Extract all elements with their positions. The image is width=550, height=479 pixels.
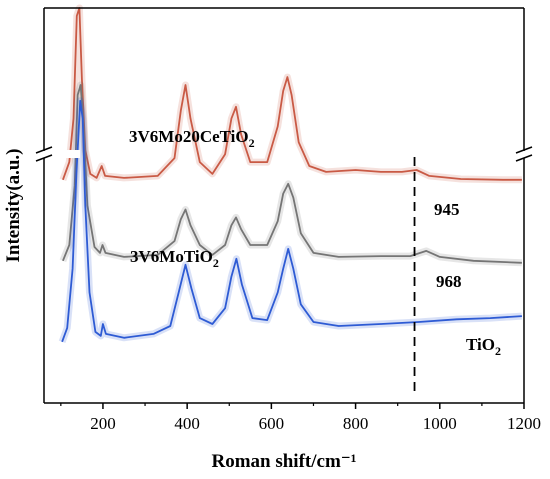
- series-halo-0: [59, 4, 522, 184]
- series-label-2: TiO2: [466, 335, 501, 358]
- series-line-2: [61, 99, 522, 343]
- series-line-1: [62, 84, 522, 264]
- peak-annotation-1: 968: [436, 272, 462, 291]
- y-axis-title: Intensity(a.u.): [3, 148, 24, 262]
- peak-annotation-0: 945: [434, 200, 460, 219]
- x-tick-label: 1200: [507, 414, 541, 433]
- x-tick-label: 200: [90, 414, 116, 433]
- axis-break-mark-1-b: [515, 154, 533, 162]
- x-tick-label: 1000: [423, 414, 457, 433]
- axis-break-gap: [36, 150, 80, 158]
- axis-break-mark-0-b: [35, 154, 53, 162]
- series-line-0: [62, 7, 522, 181]
- x-tick-label: 800: [343, 414, 369, 433]
- axis-break-mark-0-a: [35, 146, 53, 154]
- series-label-1: 3V6MoTiO2: [130, 247, 219, 270]
- x-axis-title: Roman shift/cm⁻¹: [211, 451, 356, 472]
- series-label-0: 3V6Mo20CeTiO2: [129, 127, 255, 150]
- x-tick-label: 400: [174, 414, 200, 433]
- axis-break-mark-1-a: [515, 146, 533, 154]
- x-tick-label: 600: [259, 414, 285, 433]
